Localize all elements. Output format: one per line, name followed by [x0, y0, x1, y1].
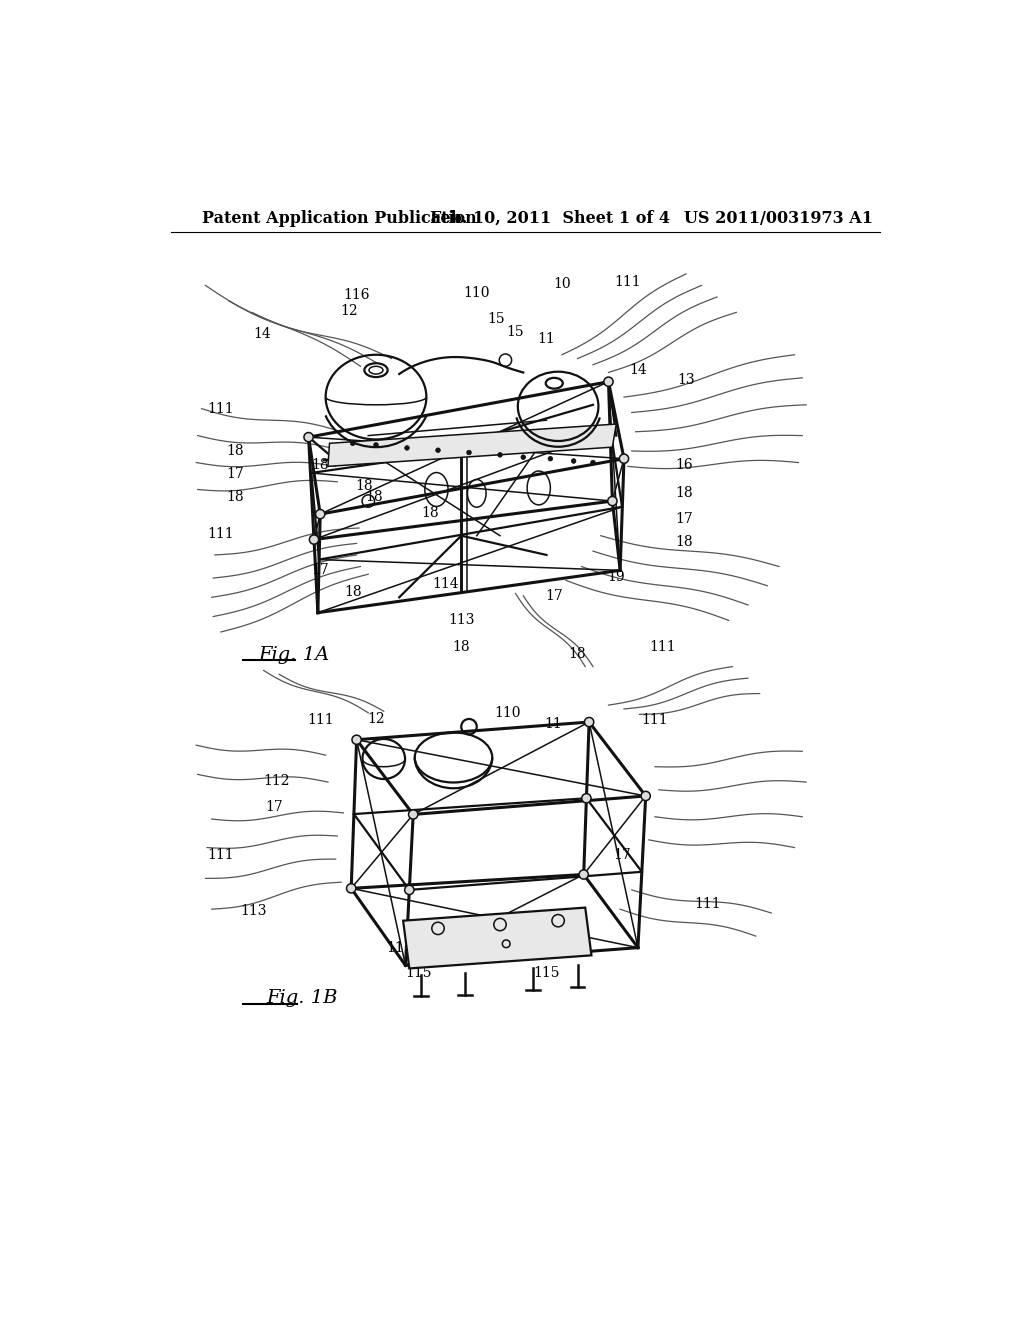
Text: 12: 12: [368, 711, 385, 726]
Circle shape: [315, 510, 325, 519]
Polygon shape: [328, 424, 616, 466]
Text: 111: 111: [694, 896, 721, 911]
Text: 18: 18: [568, 647, 587, 660]
Circle shape: [346, 884, 356, 892]
Circle shape: [579, 870, 589, 879]
Text: 18: 18: [344, 585, 361, 599]
Circle shape: [309, 535, 318, 544]
Text: 18: 18: [453, 640, 470, 655]
Text: 111: 111: [208, 849, 234, 862]
Circle shape: [620, 454, 629, 463]
Text: 15: 15: [487, 312, 505, 326]
Text: 16: 16: [676, 458, 693, 471]
Text: 111: 111: [614, 275, 641, 289]
Text: 18: 18: [676, 486, 693, 500]
Text: 113: 113: [241, 904, 267, 919]
Circle shape: [548, 457, 553, 461]
Circle shape: [374, 442, 378, 447]
Text: 18: 18: [355, 479, 373, 492]
Text: 111: 111: [208, 401, 234, 416]
Circle shape: [404, 886, 414, 895]
Text: Fig. 1B: Fig. 1B: [266, 989, 338, 1007]
Text: 111: 111: [208, 527, 234, 541]
Text: 11: 11: [538, 333, 555, 346]
Text: 116: 116: [343, 289, 370, 302]
Text: 17: 17: [613, 849, 632, 862]
Text: 114: 114: [432, 577, 459, 591]
Text: 110: 110: [464, 286, 490, 300]
Text: 117: 117: [386, 941, 413, 954]
Circle shape: [404, 446, 410, 450]
Text: Patent Application Publication: Patent Application Publication: [202, 210, 476, 227]
Circle shape: [498, 453, 503, 457]
Text: 17: 17: [265, 800, 283, 813]
Circle shape: [604, 378, 613, 387]
Circle shape: [467, 450, 471, 455]
Polygon shape: [403, 908, 592, 969]
Circle shape: [304, 433, 313, 442]
Text: 14: 14: [629, 363, 647, 378]
Text: 18: 18: [676, 535, 693, 549]
Text: 17: 17: [311, 564, 329, 577]
Circle shape: [582, 793, 591, 803]
Text: 14: 14: [253, 327, 271, 341]
Text: 111: 111: [307, 714, 334, 727]
Circle shape: [585, 718, 594, 726]
Text: 110: 110: [495, 706, 521, 719]
Text: 17: 17: [226, 467, 244, 480]
Text: 18: 18: [422, 506, 439, 520]
Text: 17: 17: [546, 589, 563, 603]
Text: US 2011/0031973 A1: US 2011/0031973 A1: [684, 210, 873, 227]
Text: 12: 12: [340, 304, 357, 318]
Circle shape: [521, 455, 525, 459]
Circle shape: [571, 458, 575, 463]
Text: 10: 10: [553, 277, 570, 290]
Text: 111: 111: [649, 640, 676, 655]
Text: 17: 17: [676, 512, 693, 525]
Text: 11: 11: [544, 717, 561, 731]
Circle shape: [641, 792, 650, 800]
Text: 18: 18: [366, 490, 383, 504]
Text: 111: 111: [642, 714, 669, 727]
Text: Feb. 10, 2011  Sheet 1 of 4: Feb. 10, 2011 Sheet 1 of 4: [430, 210, 671, 227]
Text: 18: 18: [226, 490, 244, 504]
Circle shape: [607, 496, 617, 506]
Text: 115: 115: [534, 966, 560, 979]
Text: 18: 18: [311, 458, 329, 471]
Circle shape: [350, 441, 355, 446]
Text: 13: 13: [677, 374, 695, 387]
Text: 115: 115: [406, 966, 432, 979]
Text: 112: 112: [263, 774, 290, 788]
Text: 19: 19: [607, 569, 625, 583]
Text: 18: 18: [226, 444, 244, 458]
Circle shape: [435, 447, 440, 453]
Text: 15: 15: [507, 325, 524, 339]
Circle shape: [352, 735, 361, 744]
Circle shape: [591, 461, 595, 465]
Circle shape: [409, 810, 418, 818]
Text: 113: 113: [449, 614, 474, 627]
Text: Fig. 1A: Fig. 1A: [258, 645, 330, 664]
Text: 117: 117: [502, 941, 528, 954]
